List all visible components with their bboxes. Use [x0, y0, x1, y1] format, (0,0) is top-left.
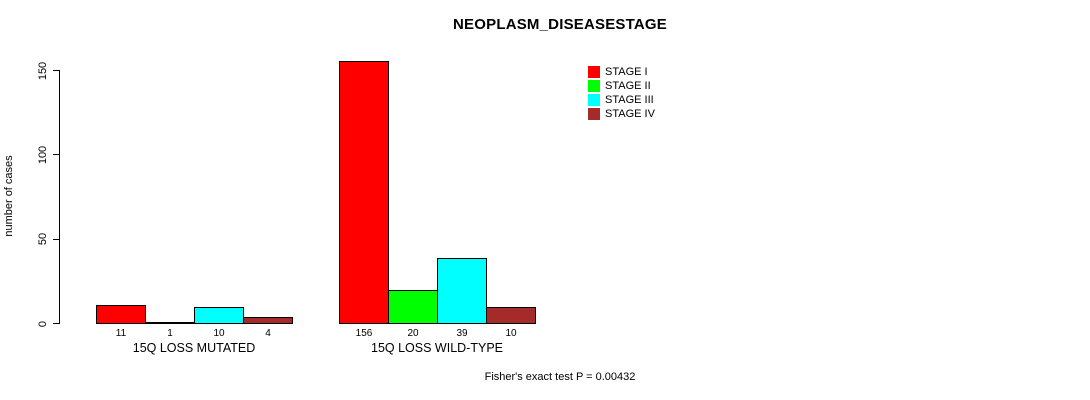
legend-label: STAGE I: [605, 66, 648, 78]
y-axis-tick: [53, 238, 60, 240]
bar-stage-iv-15q-loss-wild-type: [486, 307, 536, 324]
bar-stage-iv-15q-loss-mutated: [243, 317, 293, 324]
bar-value-label: 11: [115, 328, 127, 339]
legend-label: STAGE III: [605, 94, 654, 106]
legend-label: STAGE II: [605, 80, 651, 92]
legend-label: STAGE IV: [605, 108, 655, 120]
bar-value-label: 10: [505, 328, 517, 339]
y-axis-tick-label: 150: [37, 61, 49, 80]
legend-swatch-stage-ii: [588, 80, 600, 92]
bar-value-label: 39: [456, 328, 468, 339]
bar-stage-ii-15q-loss-wild-type: [388, 290, 438, 324]
bar-value-label: 156: [355, 328, 373, 339]
legend-swatch-stage-iv: [588, 108, 600, 120]
y-axis-tick-label: 100: [37, 145, 49, 165]
y-axis-tick-label: 0: [37, 320, 49, 327]
legend-item-stage-iii: STAGE III: [588, 93, 655, 107]
legend-item-stage-ii: STAGE II: [588, 79, 655, 93]
y-axis-tick: [53, 323, 60, 324]
bar-stage-i-15q-loss-mutated: [96, 305, 146, 324]
legend-item-stage-iv: STAGE IV: [588, 107, 655, 121]
group-label-15q-loss-mutated: 15Q LOSS MUTATED: [132, 341, 256, 355]
bar-stage-ii-15q-loss-mutated: [145, 322, 195, 324]
bar-stage-iii-15q-loss-mutated: [194, 307, 244, 324]
group-label-15q-loss-wild-type: 15Q LOSS WILD-TYPE: [371, 341, 503, 355]
y-axis-tick: [53, 70, 60, 71]
y-axis-tick-label: 50: [37, 233, 49, 246]
bar-value-label: 20: [407, 328, 419, 339]
legend-item-stage-i: STAGE I: [588, 65, 655, 79]
legend-swatch-stage-iii: [588, 94, 600, 106]
fisher-test-annotation: Fisher's exact test P = 0.00432: [484, 371, 636, 383]
bar-value-label: 1: [167, 328, 173, 339]
legend-swatch-stage-i: [588, 66, 600, 78]
chart-title: NEOPLASM_DISEASESTAGE: [453, 16, 667, 33]
y-axis-line: [59, 70, 60, 324]
bar-stage-iii-15q-loss-wild-type: [437, 258, 487, 324]
bar-value-label: 10: [213, 328, 225, 339]
bar-stage-i-15q-loss-wild-type: [339, 60, 389, 324]
y-axis-label: number of cases: [3, 155, 15, 237]
legend: STAGE I STAGE II STAGE III STAGE IV: [588, 65, 655, 121]
bar-value-label: 4: [265, 328, 271, 339]
y-axis-tick: [53, 154, 60, 156]
